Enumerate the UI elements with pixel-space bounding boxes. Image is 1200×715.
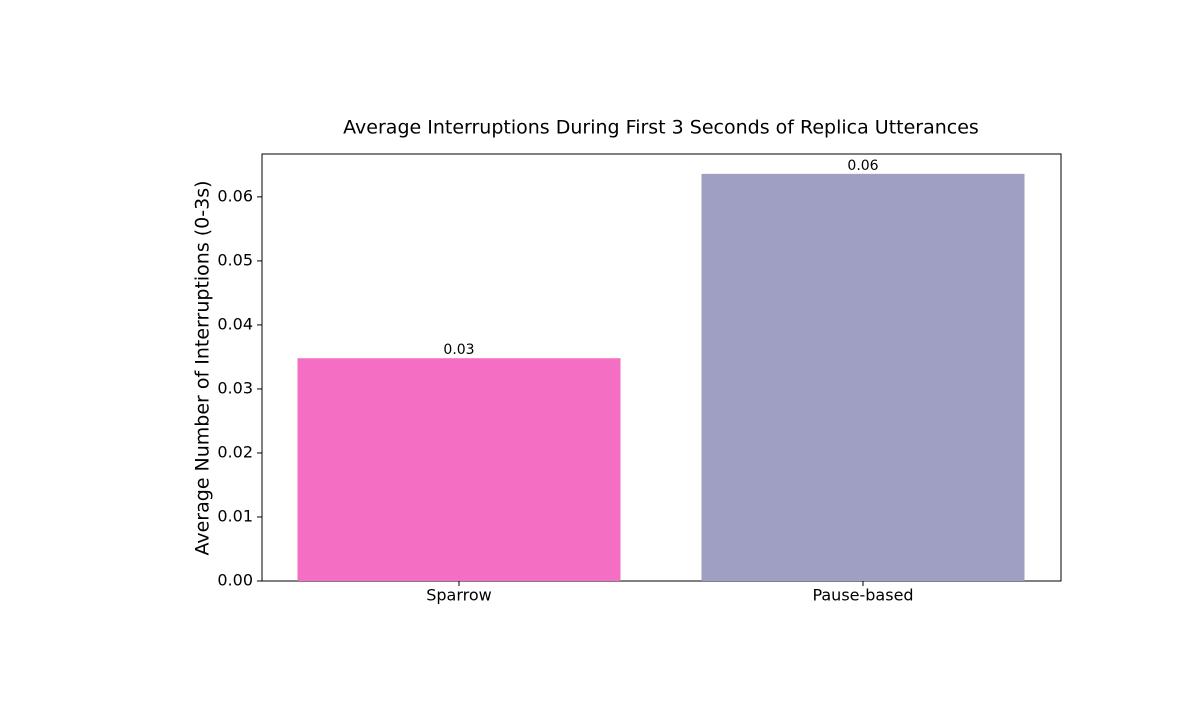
y-tick-label: 0.06	[217, 186, 253, 205]
y-tick-label: 0.05	[217, 250, 253, 269]
value-label: 0.03	[443, 342, 474, 358]
value-label: 0.06	[847, 158, 878, 174]
chart-title: Average Interruptions During First 3 Sec…	[343, 117, 979, 139]
x-tick-label: Pause-based	[812, 586, 913, 605]
y-tick-label: 0.01	[217, 506, 253, 525]
x-tick-label: Sparrow	[426, 586, 492, 605]
bar	[701, 173, 1025, 581]
plot-frame	[261, 153, 1062, 582]
y-axis-label: Average Number of Interruptions (0-3s)	[192, 180, 214, 555]
y-tick-label: 0.00	[217, 571, 253, 590]
y-tick-label: 0.03	[217, 378, 253, 397]
bar	[297, 358, 621, 581]
y-tick-label: 0.04	[217, 314, 253, 333]
y-tick-label: 0.02	[217, 442, 253, 461]
